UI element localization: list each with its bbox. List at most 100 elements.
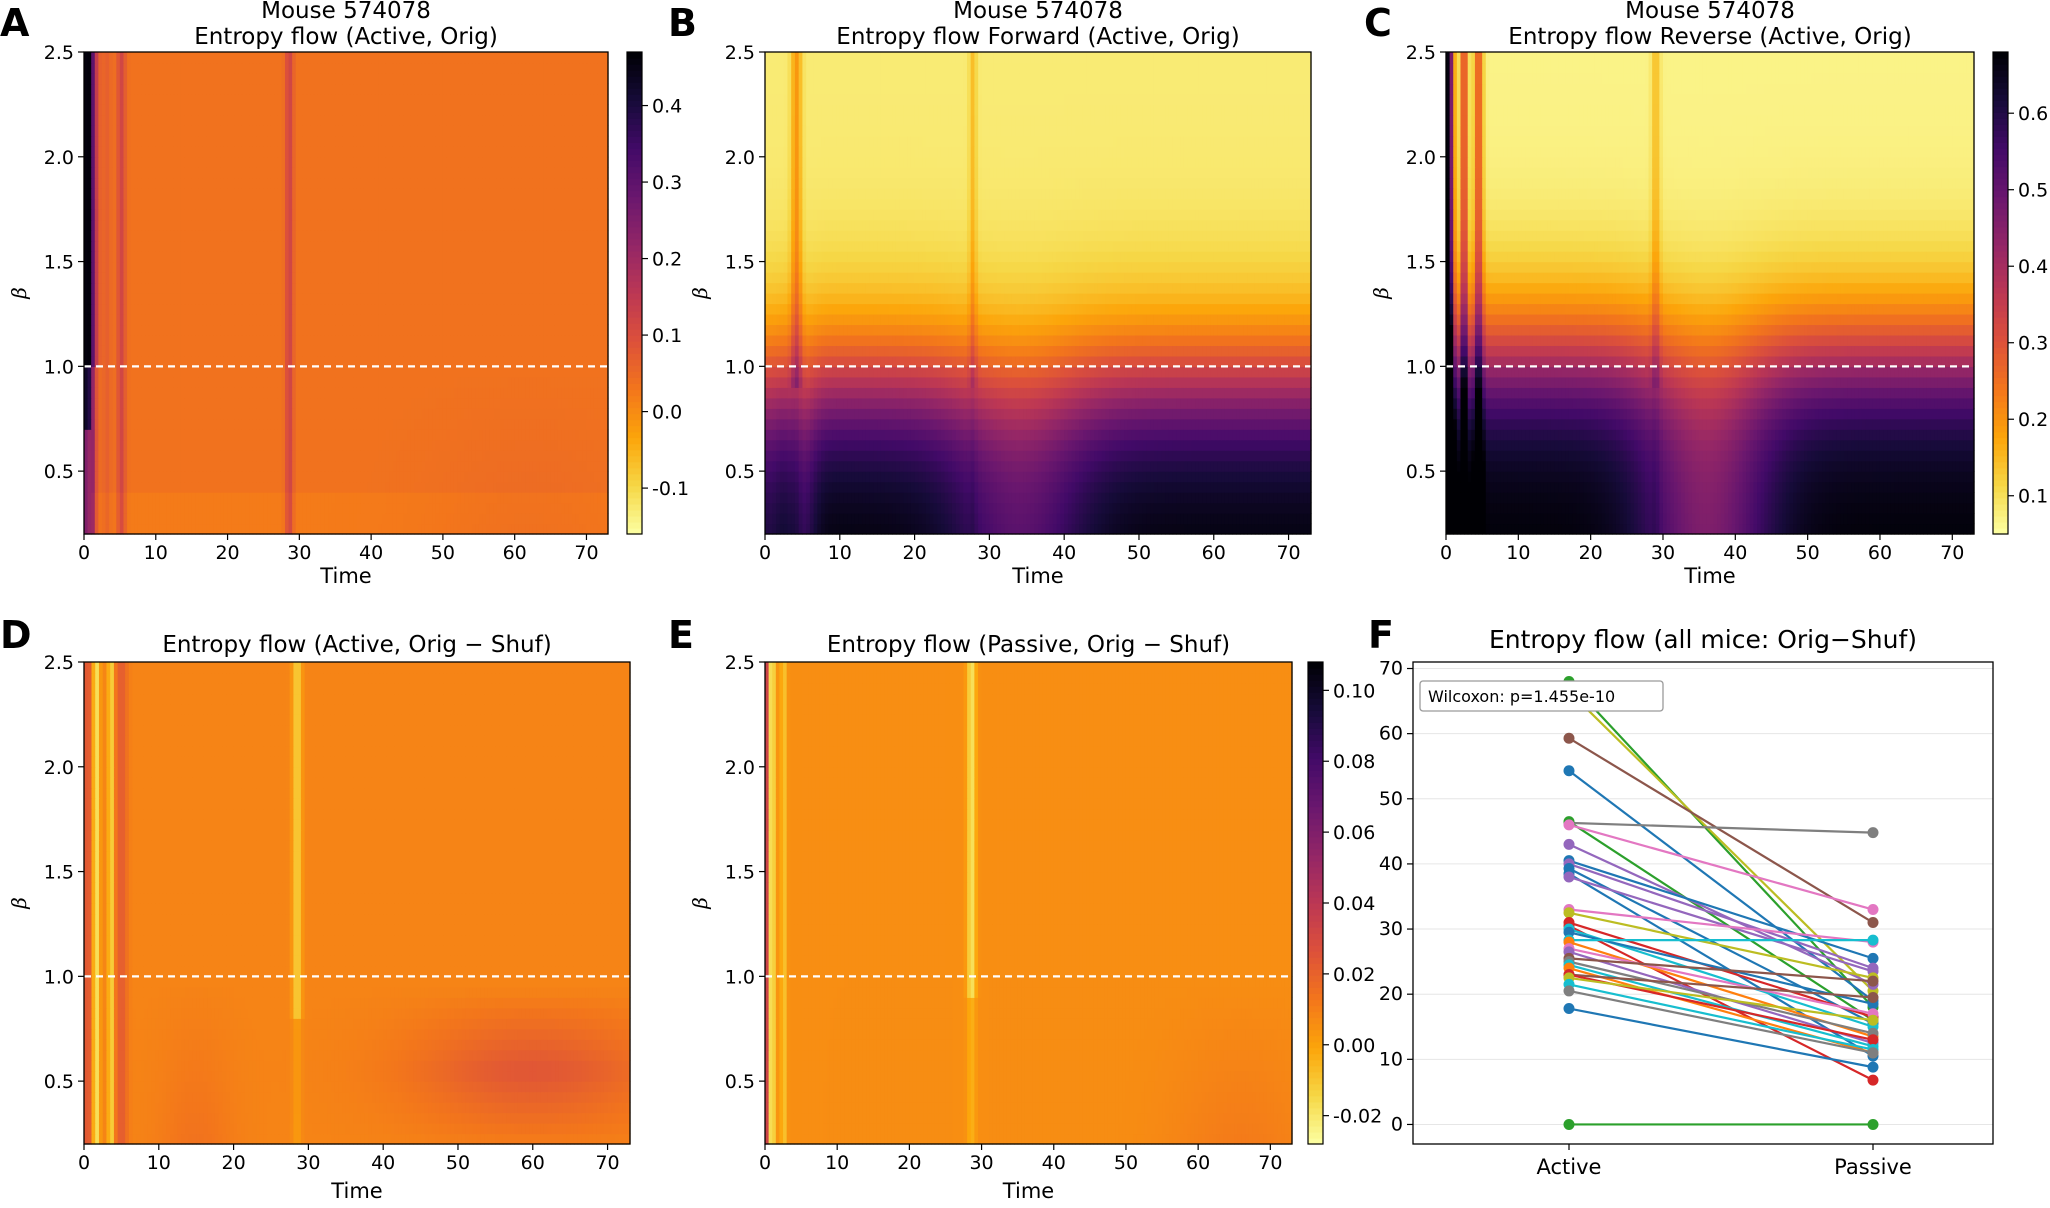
heatmap-cell xyxy=(188,418,193,430)
heatmap-cell xyxy=(231,198,236,210)
heatmap-cell xyxy=(521,198,527,210)
heatmap-cell xyxy=(245,303,250,315)
heatmap-cell xyxy=(116,387,121,399)
heatmap-cell xyxy=(342,261,347,273)
heatmap-cell xyxy=(561,439,566,451)
heatmap-cell xyxy=(173,513,178,525)
heatmap-cell xyxy=(514,460,519,472)
heatmap-cell xyxy=(475,177,480,189)
heatmap-cell xyxy=(306,293,311,305)
heatmap-cell xyxy=(453,418,458,430)
heatmap-cell xyxy=(511,513,516,525)
heatmap-cell xyxy=(597,418,602,430)
heatmap-cell xyxy=(220,450,225,462)
heatmap-cell xyxy=(468,334,473,346)
heatmap-cell xyxy=(302,240,308,252)
heatmap-cell xyxy=(464,334,469,346)
heatmap-cell xyxy=(256,492,261,504)
heatmap-cell xyxy=(586,418,591,430)
heatmap-cell xyxy=(116,272,121,284)
heatmap-cell xyxy=(381,492,387,504)
heatmap-cell xyxy=(274,251,279,263)
heatmap-cell xyxy=(152,376,157,388)
heatmap-cell xyxy=(342,303,347,315)
heatmap-cell xyxy=(302,439,308,451)
heatmap-cell xyxy=(295,513,300,525)
heatmap-cell xyxy=(381,439,387,451)
heatmap-cell xyxy=(389,272,394,284)
heatmap-cell xyxy=(579,397,584,409)
heatmap-cell xyxy=(288,219,293,231)
heatmap-cell xyxy=(310,282,315,294)
heatmap-cell xyxy=(414,345,419,357)
heatmap-cell xyxy=(604,481,609,493)
heatmap-cell xyxy=(493,324,498,336)
heatmap-cell xyxy=(546,230,552,242)
heatmap-cell xyxy=(259,418,265,430)
heatmap-cell xyxy=(202,209,207,221)
heatmap-cell xyxy=(353,429,358,441)
heatmap-cell xyxy=(514,272,519,284)
heatmap-cell xyxy=(270,303,275,315)
heatmap-cell xyxy=(539,492,544,504)
heatmap-cell xyxy=(306,177,311,189)
heatmap-cell xyxy=(424,492,430,504)
heatmap-cell xyxy=(460,387,466,399)
heatmap-cell xyxy=(597,230,602,242)
heatmap-cell xyxy=(202,387,207,399)
heatmap-cell xyxy=(582,188,588,200)
heatmap-cell xyxy=(428,460,433,472)
heatmap-cell xyxy=(281,272,286,284)
heatmap-cell xyxy=(331,408,336,420)
heatmap-cell xyxy=(328,429,333,441)
heatmap-cell xyxy=(313,387,318,399)
heatmap-cell xyxy=(234,313,239,326)
heatmap-cell xyxy=(252,471,257,483)
heatmap-cell xyxy=(342,397,347,409)
heatmap-cell xyxy=(342,481,347,493)
heatmap-cell xyxy=(460,492,466,504)
heatmap-cell xyxy=(241,219,247,231)
heatmap-cell xyxy=(209,272,214,284)
heatmap-cell xyxy=(127,240,132,252)
heatmap-cell xyxy=(590,481,595,493)
heatmap-cell xyxy=(270,418,275,430)
heatmap-cell xyxy=(511,429,516,441)
heatmap-cell xyxy=(177,303,182,315)
heatmap-cell xyxy=(507,251,512,263)
heatmap-cell xyxy=(249,324,254,336)
heatmap-cell xyxy=(245,397,250,409)
heatmap-cell xyxy=(417,198,422,210)
heatmap-cell xyxy=(417,481,422,493)
heatmap-cell xyxy=(381,188,387,200)
heatmap-cell xyxy=(586,272,591,284)
heatmap-cell xyxy=(112,209,117,221)
heatmap-cell xyxy=(529,261,534,273)
heatmap-cell xyxy=(338,240,344,252)
heatmap-cell xyxy=(572,397,577,409)
heatmap-cell xyxy=(600,251,606,263)
heatmap-cell xyxy=(378,313,383,326)
heatmap-cell xyxy=(450,481,455,493)
heatmap-cell xyxy=(572,376,577,388)
heatmap-cell xyxy=(446,293,451,305)
heatmap-cell xyxy=(317,408,322,420)
heatmap-cell xyxy=(514,450,519,462)
heatmap-cell xyxy=(485,513,491,525)
heatmap-cell xyxy=(101,303,107,315)
heatmap-cell xyxy=(478,429,483,441)
heatmap-cell xyxy=(475,450,480,462)
heatmap-cell xyxy=(292,261,297,273)
heatmap-cell xyxy=(435,177,440,189)
heatmap-cell xyxy=(442,282,448,294)
heatmap-cell xyxy=(489,282,494,294)
heatmap-cell xyxy=(127,408,132,420)
heatmap-cell xyxy=(514,251,519,263)
heatmap-cell xyxy=(500,397,505,409)
heatmap-cell xyxy=(206,502,211,514)
heatmap-cell xyxy=(152,366,157,378)
heatmap-cell xyxy=(564,429,570,441)
heatmap-cell xyxy=(331,418,336,430)
heatmap-cell xyxy=(94,230,99,242)
heatmap-cell xyxy=(579,188,584,200)
